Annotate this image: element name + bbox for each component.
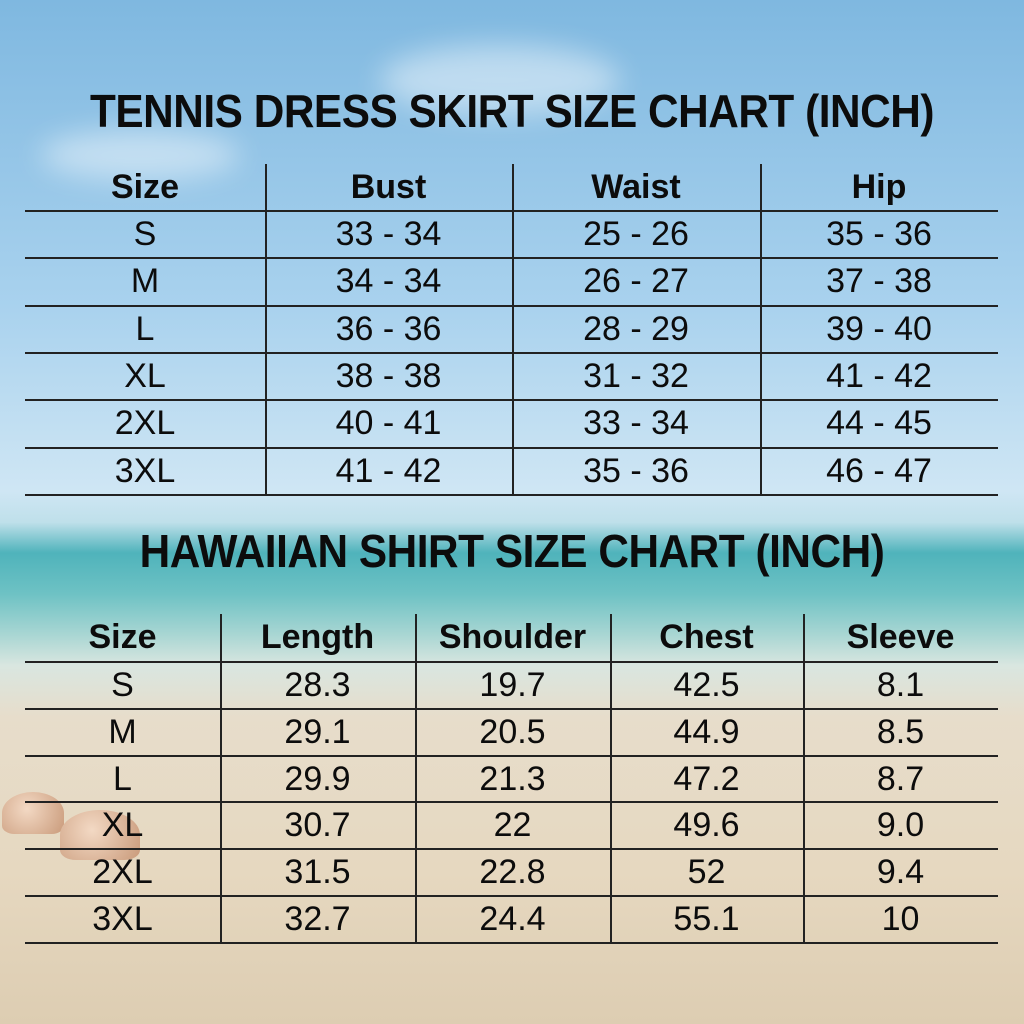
column-divider: [415, 614, 417, 943]
table-cell: 39 - 40: [826, 309, 932, 348]
table-cell: 35 - 36: [583, 451, 689, 490]
row-divider: [25, 801, 998, 804]
table-cell: S: [133, 215, 157, 253]
row-divider: [25, 661, 998, 663]
table-cell: 42.5: [673, 666, 740, 704]
column-header: Shoulder: [438, 618, 587, 656]
table-cell: 40 - 41: [335, 404, 442, 443]
table-cell: 30.7: [284, 806, 351, 845]
column-header: Sleeve: [846, 618, 955, 656]
column-header: Chest: [659, 618, 754, 656]
column-header: Hip: [851, 168, 907, 206]
table-cell: 22: [493, 806, 532, 845]
table-cell: 52: [687, 853, 726, 892]
table-cell: 3XL: [114, 451, 176, 490]
tennis-size-table: Size Bust Waist Hip S 33 - 34 25 - 26 35 - 36 M 3…: [25, 164, 998, 496]
table-cell: 19.7: [479, 666, 546, 704]
table-cell: 29.9: [284, 759, 351, 798]
table-cell: 2XL: [114, 404, 176, 443]
table-cell: 22.8: [479, 853, 546, 892]
table-cell: 3XL: [92, 900, 153, 938]
column-header: Size: [110, 168, 180, 206]
table-cell: 44.9: [673, 712, 740, 751]
table-cell: 55.1: [673, 900, 740, 938]
column-header: Waist: [591, 168, 681, 206]
column-divider: [220, 614, 222, 943]
column-header: Length: [260, 618, 375, 656]
table-cell: 34 - 34: [335, 262, 442, 301]
table-cell: 36 - 36: [335, 309, 442, 348]
table-cell: S: [111, 666, 134, 704]
table-bottom-border: [25, 493, 998, 496]
cloud: [380, 45, 620, 115]
seashell: [2, 792, 64, 834]
row-divider: [25, 304, 998, 307]
table-cell: 49.6: [673, 806, 740, 845]
table-cell: 28 - 29: [583, 309, 689, 348]
row-divider: [25, 257, 998, 260]
table-cell: 2XL: [92, 853, 153, 892]
column-divider: [803, 614, 805, 943]
table-cell: 41 - 42: [335, 451, 442, 490]
table-cell: 8.7: [876, 759, 925, 798]
column-divider: [512, 164, 514, 495]
table-cell: 35 - 36: [826, 215, 932, 253]
table-cell: 32.7: [284, 900, 351, 938]
table-cell: 47.2: [673, 759, 740, 798]
column-header: Bust: [350, 168, 427, 206]
table-cell: 25 - 26: [583, 215, 689, 253]
table-cell: 10: [881, 900, 920, 938]
table-cell: L: [135, 309, 155, 348]
table-cell: 9.0: [876, 806, 925, 845]
table-cell: XL: [124, 356, 166, 395]
table-cell: M: [108, 712, 137, 751]
table-cell: 24.4: [479, 900, 546, 938]
table-cell: M: [130, 262, 160, 301]
row-divider: [25, 848, 998, 851]
table-cell: L: [113, 759, 132, 798]
table-cell: 29.1: [284, 712, 351, 751]
hawaiian-size-table: Size Length Shoulder Chest Sleeve S 28.3 19.7 42…: [25, 614, 998, 944]
table-cell: 37 - 38: [826, 262, 932, 301]
table-cell: 20.5: [479, 712, 546, 751]
cloud: [40, 130, 240, 180]
row-divider: [25, 707, 998, 710]
table-cell: 46 - 47: [826, 451, 932, 490]
seashell: [60, 810, 140, 860]
tennis-chart-title: TENNIS DRESS SKIRT SIZE CHART (INCH): [90, 85, 934, 137]
row-divider: [25, 754, 998, 757]
table-cell: 26 - 27: [583, 262, 689, 301]
column-divider: [610, 614, 612, 943]
table-cell: 38 - 38: [335, 356, 442, 395]
table-cell: 31.5: [284, 853, 351, 892]
table-cell: 31 - 32: [583, 356, 689, 395]
table-cell: 28.3: [284, 666, 351, 704]
table-cell: XL: [101, 806, 144, 845]
table-cell: 9.4: [876, 853, 925, 892]
table-cell: 8.1: [876, 666, 925, 704]
table-cell: 33 - 34: [335, 215, 442, 253]
hawaiian-chart-title: HAWAIIAN SHIRT SIZE CHART (INCH): [139, 525, 885, 577]
table-cell: 44 - 45: [826, 404, 932, 443]
row-divider: [25, 399, 998, 402]
column-header: Size: [88, 618, 157, 656]
row-divider: [25, 446, 998, 449]
row-divider: [25, 210, 998, 212]
table-cell: 8.5: [876, 712, 925, 751]
row-divider: [25, 351, 998, 354]
table-cell: 21.3: [479, 759, 546, 798]
table-cell: 41 - 42: [826, 356, 932, 395]
table-cell: 33 - 34: [583, 404, 689, 443]
column-divider: [265, 164, 267, 495]
table-bottom-border: [25, 941, 998, 944]
column-divider: [760, 164, 762, 495]
row-divider: [25, 895, 998, 897]
